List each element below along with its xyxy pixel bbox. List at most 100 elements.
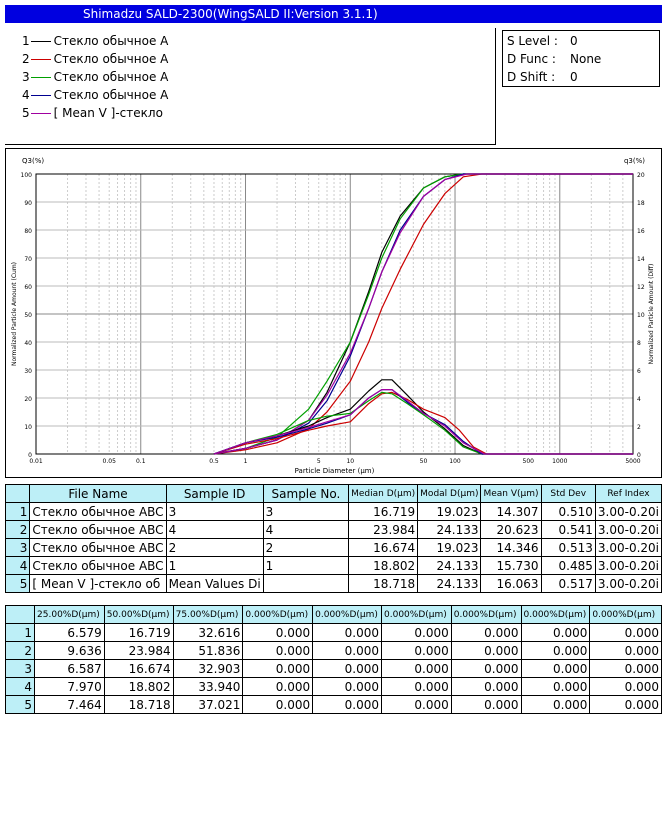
header-mean-v[interactable]: Mean V(µm) [480,484,542,503]
table-cell: Стекло обычное ABC [29,538,167,557]
table-cell: 33.940 [172,677,244,696]
d-func-row: D Func : None [507,50,601,68]
y-left-tick-label: 0 [28,452,32,459]
chart-svg: 0 0 10 2 20 4 30 6 40 8 50 10 60 12 70 14 80 16 90 18 100 20 0… [11,157,655,475]
table-header-row: File Name Sample ID Sample No. Median D(… [4,484,663,503]
table-cell: 1 [262,556,350,575]
table-cell: 15.730 [480,556,542,575]
header-sample-id[interactable]: Sample ID [165,484,264,503]
results-table: File Name Sample ID Sample No. Median D(… [4,484,663,593]
table-cell: 18.802 [103,677,174,696]
y-left-tick-label: 90 [24,200,32,207]
table-cell: 0.000 [589,623,662,642]
table-row[interactable]: 1 Стекло обычное ABC 3 3 16.719 19.023 14.307 0… [4,502,663,521]
table-cell: 32.616 [172,623,244,642]
header-file-name[interactable]: File Name [29,484,167,503]
x-tick-label: 100 [449,458,461,465]
row-index-cell: 2 [4,641,36,660]
table-row[interactable]: 5 7.464 18.718 37.021 0.000 0.000 0.000 0.000 0.… [4,695,662,714]
row-index-cell: 4 [4,556,31,575]
header-custom-d[interactable]: 0.000%D(µm) [520,605,591,624]
table-cell: 0.000 [589,659,662,678]
header-custom-d[interactable]: 0.000%D(µm) [450,605,522,624]
table-cell: 24.133 [417,520,482,539]
table-cell: 3.00-0.20i [594,520,663,539]
cumulative-series-line-2 [213,173,633,455]
table-row[interactable]: 2 Стекло обычное ABC 4 4 23.984 24.133 20.623 0… [4,520,663,539]
table-cell: 0.000 [589,641,662,660]
table-row[interactable]: 2 9.636 23.984 51.836 0.000 0.000 0.000 0.000 0.… [4,641,662,660]
x-tick-label: 0.05 [103,458,117,465]
header-d25[interactable]: 25.00%D(µm) [34,605,105,624]
y-right-tick-label: 8 [637,340,641,347]
header-std-dev[interactable]: Std Dev [540,484,596,503]
legend-item[interactable]: 5 [ Mean V ]-стекло [22,104,163,122]
table-cell: 23.984 [103,641,174,660]
window-titlebar: Shimadzu SALD-2300(WingSALD II:Version 3… [5,5,662,23]
row-index-cell: 1 [4,623,36,642]
y-left-tick-label: 50 [24,312,32,319]
legend-item-label: Стекло обычное А [53,52,169,66]
header-median-d[interactable]: Median D(µm) [348,484,419,503]
header-d75[interactable]: 75.00%D(µm) [172,605,244,624]
table-cell: 19.023 [417,502,482,521]
y-left-tick-label: 70 [24,256,32,263]
table-row[interactable]: 1 6.579 16.719 32.616 0.000 0.000 0.000 0.000 0.… [4,623,662,642]
x-tick-label: 0.5 [209,458,219,465]
table-row[interactable]: 4 Стекло обычное ABC 1 1 18.802 24.133 15.730 0… [4,556,663,575]
table-cell: 0.000 [589,695,662,714]
plot-frame [35,173,634,455]
differential-series-line-3 [213,391,633,455]
table-cell: 3.00-0.20i [594,556,663,575]
table-cell: 18.718 [348,574,419,593]
row-index-cell: 5 [4,695,36,714]
header-ref-index[interactable]: Ref Index [594,484,663,503]
table-cell: 0.000 [520,677,591,696]
table-cell: 4 [165,520,264,539]
header-custom-d[interactable]: 0.000%D(µm) [242,605,314,624]
y-right-tick-label: 16 [637,228,645,235]
table-cell: [ Mean V ]-стекло об [29,574,167,593]
table-cell: 0.000 [312,659,382,678]
table-row[interactable]: 5[ Mean V ]-стекло об Mean Values Di 18.71… [4,574,663,593]
table-cell: 0.510 [540,502,596,521]
s-level-label: S Level : [507,34,558,48]
x-tick-label: 5 [317,458,321,465]
table-cell: 16.719 [348,502,419,521]
table-row[interactable]: 3 Стекло обычное ABC 2 2 16.674 19.023 14.346 0… [4,538,663,557]
legend-item[interactable]: 3 Стекло обычное А [22,68,168,86]
header-sample-no[interactable]: Sample No. [262,484,350,503]
table-cell: 0.000 [242,641,314,660]
table-cell: 0.000 [520,695,591,714]
header-custom-d[interactable]: 0.000%D(µm) [312,605,382,624]
table-cell: 0.485 [540,556,596,575]
header-d50[interactable]: 50.00%D(µm) [103,605,174,624]
legend-item[interactable]: 1 Стекло обычное А [22,32,168,50]
table-cell: 14.307 [480,502,542,521]
y-left-tick-label: 80 [24,228,32,235]
legend-line-swatch [30,113,51,114]
table-cell: Стекло обычное ABC [29,520,167,539]
y-left-tick-label: 100 [21,172,33,179]
row-index-cell: 4 [4,677,36,696]
legend-item[interactable]: 2 Стекло обычное А [22,50,168,68]
table-row[interactable]: 3 6.587 16.674 32.903 0.000 0.000 0.000 0.000 0.… [4,659,662,678]
header-cell [4,484,31,503]
legend-item[interactable]: 4 Стекло обычное А [22,86,168,104]
table-cell: 3.00-0.20i [594,502,663,521]
y-right-tick-label: 6 [637,368,641,375]
y-right-tick-label: 18 [637,200,645,207]
table-cell: 0.000 [450,677,522,696]
table-cell: 20.623 [480,520,542,539]
table-cell: 0.000 [242,695,314,714]
s-level-row: S Level : 0 [507,32,578,50]
table-cell: 2 [165,538,264,557]
table-row[interactable]: 4 7.970 18.802 33.940 0.000 0.000 0.000 0.000 0.… [4,677,662,696]
parameters-panel: S Level : 0 D Func : None D Shift : 0 [502,30,660,87]
table-cell: 18.802 [348,556,419,575]
header-modal-d[interactable]: Modal D(µm) [417,484,482,503]
table-header-row: 25.00%D(µm) 50.00%D(µm) 75.00%D(µm) 0.00… [4,605,662,624]
table-cell: 0.000 [381,659,452,678]
header-custom-d[interactable]: 0.000%D(µm) [381,605,452,624]
header-custom-d[interactable]: 0.000%D(µm) [589,605,662,624]
